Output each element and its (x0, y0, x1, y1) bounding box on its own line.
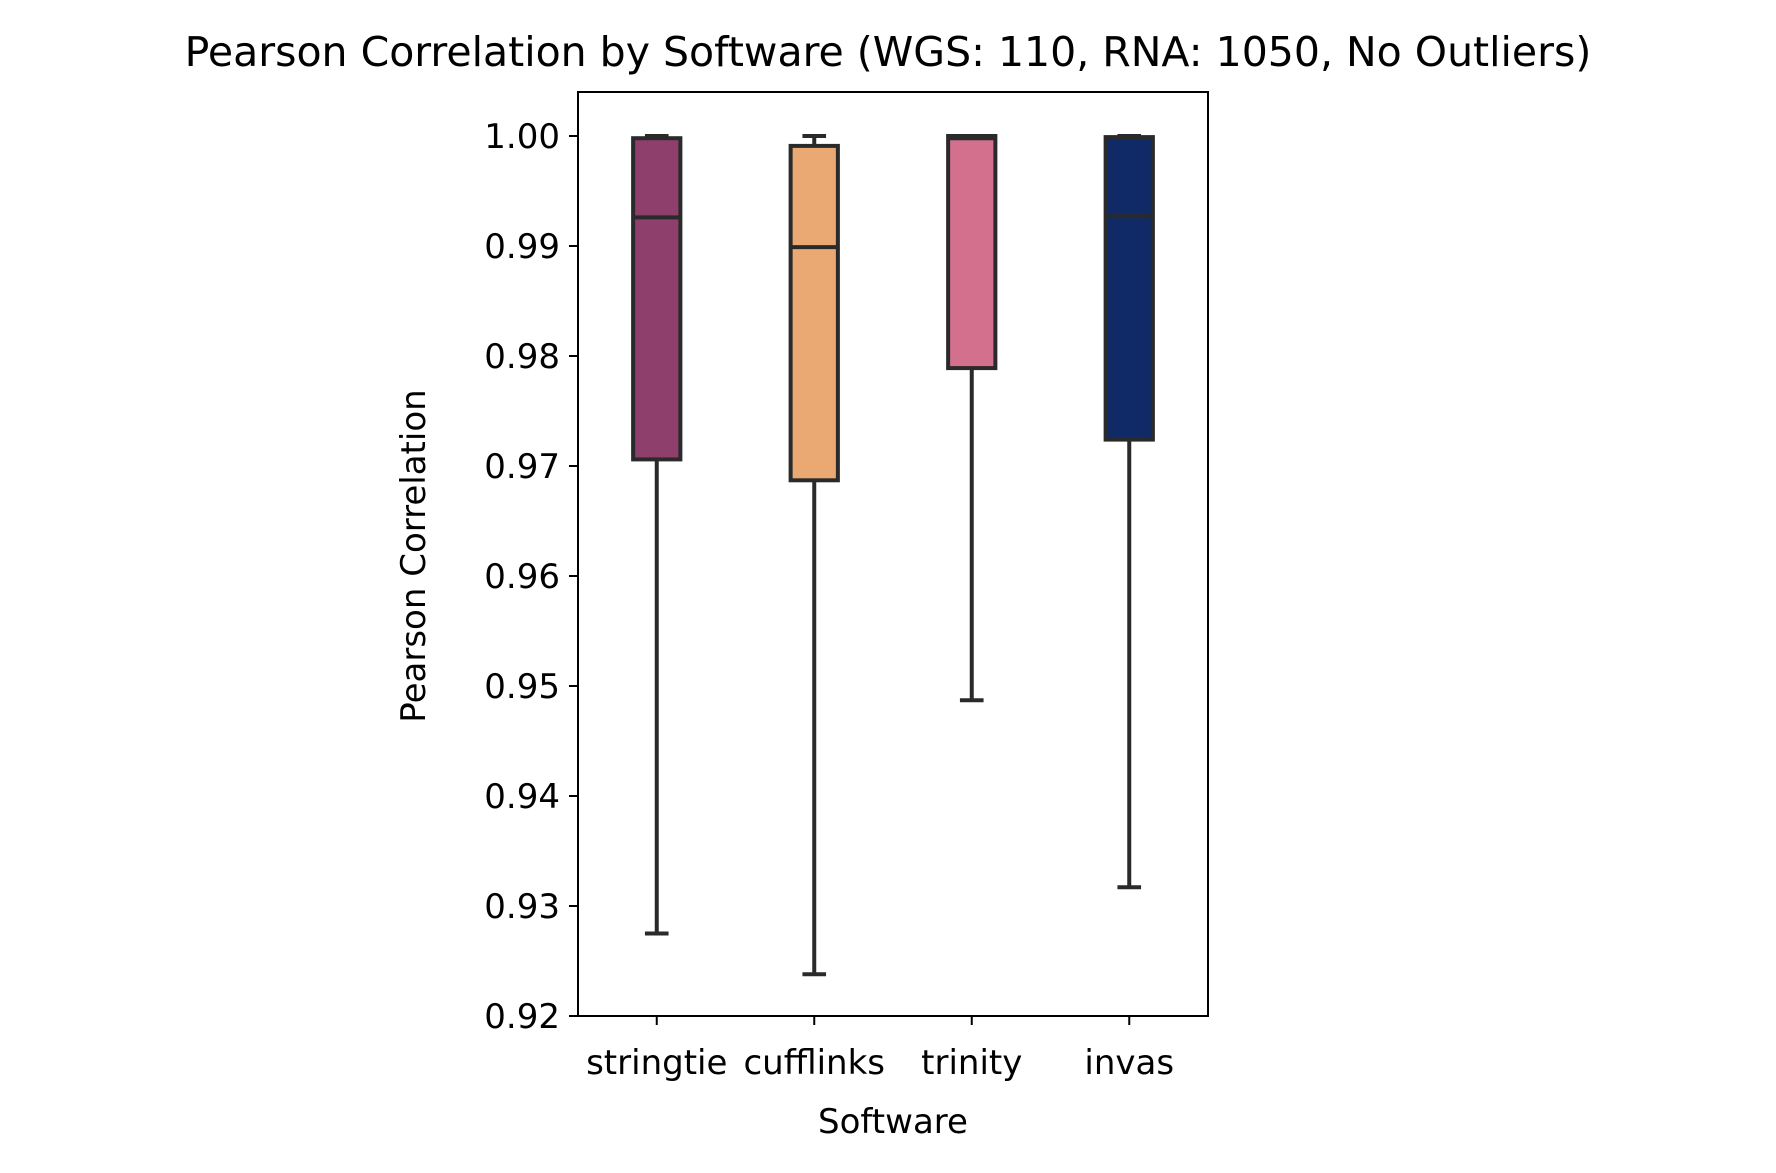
x-tick-label-stringtie: stringtie (586, 1043, 727, 1083)
x-tick-label-trinity: trinity (921, 1043, 1022, 1083)
y-tick-label: 0.94 (484, 777, 560, 817)
box-invas (1103, 134, 1155, 890)
y-tick-label: 0.98 (484, 337, 560, 377)
y-axis: 0.92 0.93 0.94 0.95 0.96 0.97 0.98 0.99 1.00 (484, 117, 578, 1037)
iqr-box (946, 134, 998, 371)
y-axis-title: Pearson Correlation (394, 389, 434, 722)
y-tick-label: 0.99 (484, 227, 560, 267)
y-tick-label: 0.92 (484, 997, 560, 1037)
box-trinity (946, 134, 998, 703)
x-tick-label-cufflinks: cufflinks (743, 1043, 885, 1083)
y-tick-label: 1.00 (484, 117, 560, 157)
plot-area (577, 91, 1209, 1017)
y-tick-label: 0.95 (484, 667, 560, 707)
iqr-box (1103, 135, 1155, 442)
x-tick-label-invas: invas (1084, 1043, 1174, 1083)
chart-title: Pearson Correlation by Software (WGS: 11… (185, 28, 1592, 76)
plot-frame (577, 91, 1209, 1017)
box-cufflinks (788, 134, 840, 977)
y-tick-label: 0.93 (484, 887, 560, 927)
y-tick-label: 0.97 (484, 447, 560, 487)
iqr-box (788, 143, 840, 483)
box-stringtie (631, 134, 683, 936)
iqr-box (631, 136, 683, 462)
x-axis: stringtie cufflinks trinity invas (586, 1016, 1174, 1083)
x-axis-title: Software (818, 1102, 968, 1142)
y-tick-label: 0.96 (484, 557, 560, 597)
